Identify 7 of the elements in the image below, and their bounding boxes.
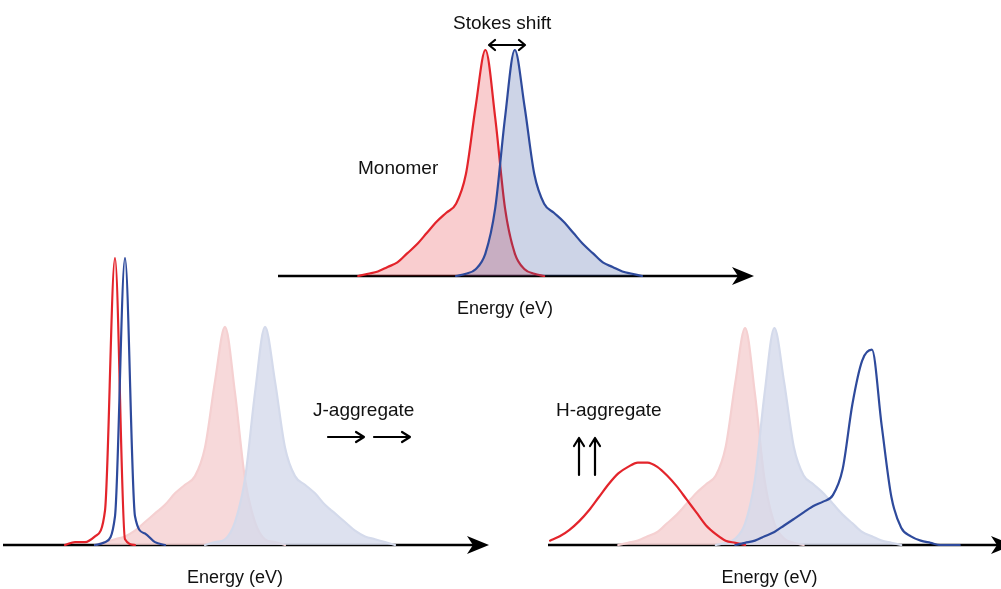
annotation: Monomer	[358, 157, 439, 178]
annotation: J-aggregate	[313, 399, 415, 420]
x-axis-title: Energy (eV)	[721, 567, 818, 588]
text: Stokes shift	[453, 12, 552, 33]
x-axis-title: Energy (eV)	[186, 567, 284, 588]
annotation: H-aggregate	[556, 399, 662, 420]
x-axis-title: Energy (eV)	[456, 298, 554, 319]
